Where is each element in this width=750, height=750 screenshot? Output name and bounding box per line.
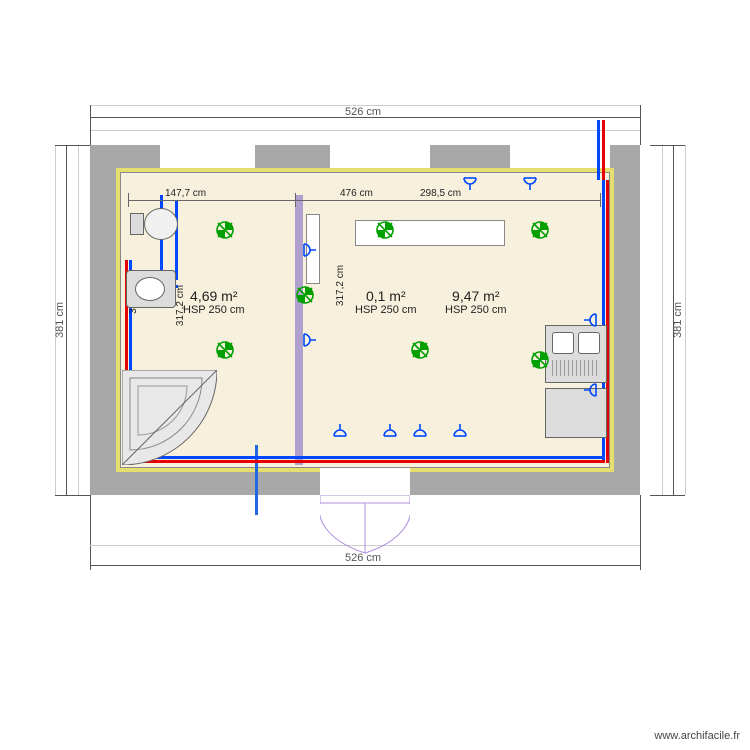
dim-top-label: 526 cm xyxy=(345,106,381,118)
dim-left-label: 381 cm xyxy=(54,302,66,338)
pipe-red xyxy=(602,120,605,180)
dim-tick xyxy=(90,105,91,145)
dim-tick xyxy=(650,145,685,146)
dim-tick xyxy=(90,495,91,570)
outlet-icon xyxy=(452,422,468,438)
outlet-icon xyxy=(582,312,598,328)
outlet-icon xyxy=(302,332,318,348)
dim-inner-right-seg: 298,5 cm xyxy=(420,188,461,199)
dim-inner-left-seg: 147,7 cm xyxy=(165,188,206,199)
partition-wall xyxy=(295,195,303,465)
guide-line xyxy=(78,145,79,495)
dim-tick xyxy=(55,495,90,496)
front-door xyxy=(320,495,410,555)
dim-tick xyxy=(55,145,90,146)
room-closet-label: 0,1 m² HSP 250 cm xyxy=(355,288,417,316)
island-fixture xyxy=(355,220,505,246)
dim-right-label: 381 cm xyxy=(672,302,684,338)
outlet-icon xyxy=(412,422,428,438)
toilet-fixture xyxy=(130,205,180,243)
dim-tick xyxy=(640,495,641,570)
room-main-area: 9,47 m² xyxy=(445,288,507,304)
dim-tick xyxy=(128,193,129,207)
shower-fixture xyxy=(122,370,217,465)
outlet-icon xyxy=(302,242,318,258)
pipe-blue xyxy=(597,120,600,180)
outlet-icon xyxy=(382,422,398,438)
dim-inner-top xyxy=(128,200,600,201)
outlet-icon xyxy=(522,176,538,192)
outlet-icon xyxy=(462,176,478,192)
credit-label: www.archifacile.fr xyxy=(654,730,740,742)
floorplan-canvas: 526 cm 381 cm 381 cm 526 cm xyxy=(0,0,750,750)
dim-inner-full: 476 cm xyxy=(340,188,373,199)
window-opening xyxy=(160,145,255,172)
kitchen-sink xyxy=(545,325,607,383)
dim-tick xyxy=(295,193,296,207)
outlet-icon xyxy=(332,422,348,438)
guide-line xyxy=(685,145,686,495)
room-main-label: 9,47 m² HSP 250 cm xyxy=(445,288,507,316)
dim-tick xyxy=(640,105,641,145)
dim-tick xyxy=(600,193,601,207)
room-bath-label: 4,69 m² HSP 250 cm xyxy=(183,288,245,316)
room-bath-area: 4,69 m² xyxy=(183,288,245,304)
window-opening xyxy=(330,145,430,172)
door-opening xyxy=(320,468,410,495)
room-closet-area: 0,1 m² xyxy=(355,288,417,304)
dim-tick xyxy=(650,495,685,496)
washbasin-fixture xyxy=(126,270,176,308)
outlet-icon xyxy=(582,382,598,398)
room-closet-height: HSP 250 cm xyxy=(355,304,417,316)
dim-bottom xyxy=(90,565,640,566)
room-bath-height: HSP 250 cm xyxy=(183,304,245,316)
dim-left xyxy=(66,145,67,495)
room-main-height: HSP 250 cm xyxy=(445,304,507,316)
guide-line xyxy=(90,130,640,131)
guide-line xyxy=(662,145,663,495)
window-opening xyxy=(510,145,610,172)
dim-inner-h3: 317,2 cm xyxy=(335,265,346,306)
